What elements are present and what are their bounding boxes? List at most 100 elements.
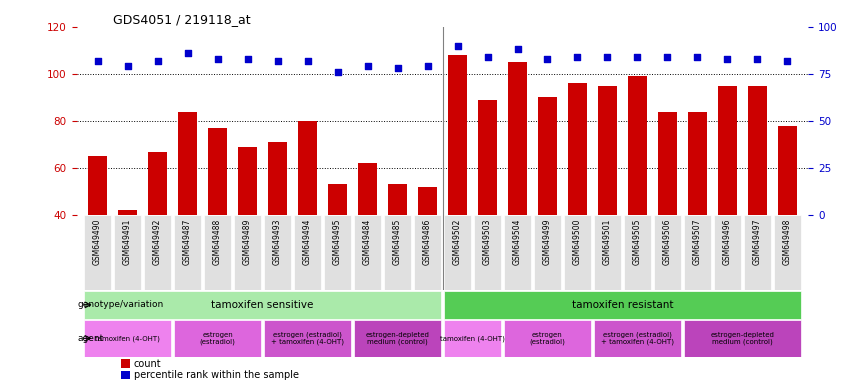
- Bar: [597, 86, 617, 215]
- Bar: [204, 215, 231, 290]
- Text: GSM649499: GSM649499: [543, 219, 552, 265]
- Point: [91, 58, 105, 64]
- Bar: [88, 156, 107, 215]
- Bar: [658, 111, 677, 215]
- Text: estrogen-depleted
medium (control): estrogen-depleted medium (control): [711, 332, 774, 345]
- Bar: [414, 215, 441, 290]
- Bar: [174, 320, 261, 357]
- Text: GSM649493: GSM649493: [273, 219, 282, 265]
- Bar: [624, 215, 651, 290]
- Point: [631, 54, 644, 60]
- Bar: [444, 291, 801, 319]
- Bar: [748, 86, 768, 215]
- Bar: [568, 83, 587, 215]
- Bar: [538, 98, 557, 215]
- Bar: [84, 215, 111, 290]
- Bar: [477, 100, 497, 215]
- Text: GSM649504: GSM649504: [513, 219, 522, 265]
- Bar: [121, 371, 130, 379]
- Text: agent: agent: [77, 334, 104, 343]
- Point: [391, 65, 404, 71]
- Bar: [354, 215, 381, 290]
- Text: GSM649506: GSM649506: [663, 219, 672, 265]
- Text: tamoxifen resistant: tamoxifen resistant: [572, 300, 673, 310]
- Text: GSM649484: GSM649484: [363, 219, 372, 265]
- Bar: [84, 320, 171, 357]
- Bar: [774, 215, 801, 290]
- Bar: [237, 147, 257, 215]
- Point: [361, 63, 374, 70]
- Text: GSM649505: GSM649505: [633, 219, 642, 265]
- Bar: [264, 215, 291, 290]
- Point: [331, 69, 345, 75]
- Text: GSM649485: GSM649485: [393, 219, 402, 265]
- Bar: [298, 121, 317, 215]
- Point: [481, 54, 494, 60]
- Bar: [268, 142, 288, 215]
- Text: GSM649500: GSM649500: [573, 219, 582, 265]
- Text: tamoxifen (4-OHT): tamoxifen (4-OHT): [440, 335, 505, 342]
- Text: GSM649494: GSM649494: [303, 219, 312, 265]
- Bar: [594, 215, 621, 290]
- Point: [751, 56, 764, 62]
- Text: count: count: [134, 359, 162, 369]
- Text: GSM649492: GSM649492: [153, 219, 162, 265]
- Point: [211, 56, 225, 62]
- Text: genotype/variation: genotype/variation: [77, 300, 163, 310]
- Bar: [264, 320, 351, 357]
- Point: [691, 54, 705, 60]
- Text: GSM649501: GSM649501: [603, 219, 612, 265]
- Bar: [117, 210, 137, 215]
- Point: [420, 63, 434, 70]
- Text: GSM649503: GSM649503: [483, 219, 492, 265]
- Bar: [534, 215, 561, 290]
- Point: [511, 46, 524, 53]
- Bar: [744, 215, 771, 290]
- Bar: [354, 320, 441, 357]
- Bar: [504, 320, 591, 357]
- Text: tamoxifen sensitive: tamoxifen sensitive: [211, 300, 314, 310]
- Text: GDS4051 / 219118_at: GDS4051 / 219118_at: [113, 13, 251, 26]
- Text: GSM649502: GSM649502: [453, 219, 462, 265]
- Text: estrogen-depleted
medium (control): estrogen-depleted medium (control): [366, 332, 430, 345]
- Point: [571, 54, 585, 60]
- Text: estrogen
(estradiol): estrogen (estradiol): [529, 332, 565, 345]
- Bar: [234, 215, 261, 290]
- Bar: [778, 126, 797, 215]
- Text: estrogen (estradiol)
+ tamoxifen (4-OHT): estrogen (estradiol) + tamoxifen (4-OHT): [601, 331, 674, 345]
- Point: [241, 56, 254, 62]
- Point: [271, 58, 284, 64]
- Bar: [714, 215, 741, 290]
- Bar: [174, 215, 201, 290]
- Bar: [654, 215, 681, 290]
- Bar: [418, 187, 437, 215]
- Text: percentile rank within the sample: percentile rank within the sample: [134, 370, 299, 380]
- Point: [601, 54, 614, 60]
- Text: GSM649488: GSM649488: [213, 219, 222, 265]
- Text: estrogen
(estradiol): estrogen (estradiol): [200, 332, 236, 345]
- Bar: [384, 215, 411, 290]
- Bar: [628, 76, 648, 215]
- Point: [660, 54, 674, 60]
- Text: estrogen (estradiol)
+ tamoxifen (4-OHT): estrogen (estradiol) + tamoxifen (4-OHT): [271, 331, 344, 345]
- Bar: [684, 320, 801, 357]
- Bar: [324, 215, 351, 290]
- Bar: [504, 215, 531, 290]
- Bar: [564, 215, 591, 290]
- Bar: [388, 184, 408, 215]
- Bar: [357, 163, 377, 215]
- Bar: [208, 128, 227, 215]
- Bar: [178, 111, 197, 215]
- Bar: [148, 152, 168, 215]
- Text: tamoxifen (4-OHT): tamoxifen (4-OHT): [95, 335, 160, 342]
- Bar: [474, 215, 501, 290]
- Bar: [121, 359, 130, 367]
- Bar: [688, 111, 707, 215]
- Text: GSM649496: GSM649496: [723, 219, 732, 265]
- Text: GSM649497: GSM649497: [753, 219, 762, 265]
- Bar: [444, 215, 471, 290]
- Bar: [717, 86, 737, 215]
- Bar: [114, 215, 141, 290]
- Text: GSM649491: GSM649491: [123, 219, 132, 265]
- Text: GSM649507: GSM649507: [693, 219, 702, 265]
